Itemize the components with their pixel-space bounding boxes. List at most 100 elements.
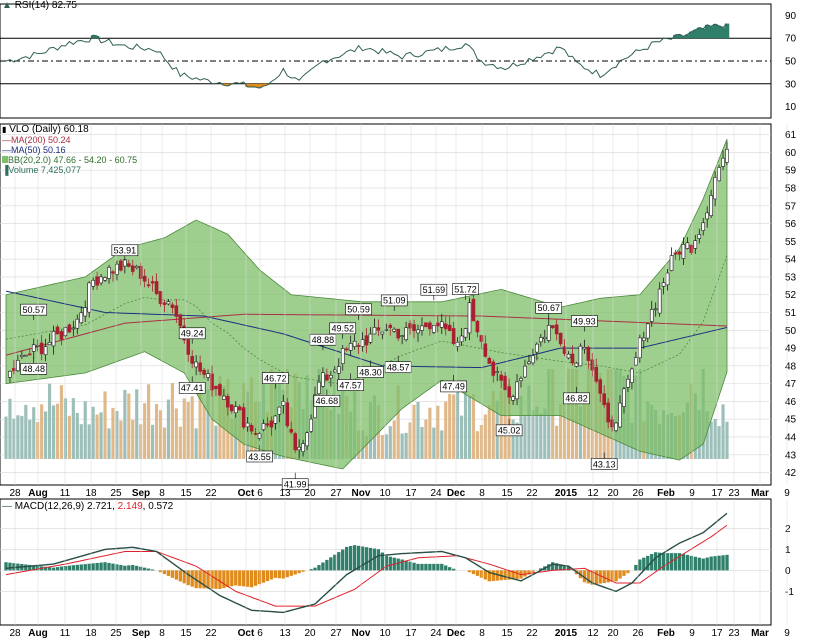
candle-body	[416, 329, 420, 334]
x-tick-label: 17	[405, 628, 417, 639]
candle-body	[119, 260, 123, 271]
volume-bar	[511, 419, 515, 459]
macd-histogram-bar	[253, 570, 258, 586]
rsi-tick-label: 10	[785, 102, 797, 113]
macd-histogram-bar	[618, 570, 622, 579]
annotation-box	[281, 478, 309, 491]
annotation-label: 51.72	[454, 284, 477, 294]
macd-histogram-bar	[713, 556, 717, 571]
candle-body	[142, 275, 147, 282]
macd-histogram-bar	[705, 557, 709, 571]
volume-bar	[440, 430, 444, 459]
macd-histogram-bar	[99, 562, 103, 571]
macd-histogram-bar	[547, 564, 551, 571]
volume-bar	[475, 431, 480, 459]
x-tick-label: 9	[689, 628, 695, 639]
macd-histogram-bar	[554, 563, 559, 571]
candle-body	[305, 432, 309, 447]
x-tick-label: 13	[279, 628, 291, 639]
volume-bar	[166, 399, 171, 459]
price-tick-label: 60	[785, 148, 797, 159]
ma50-line	[5, 290, 728, 369]
candle-body	[574, 362, 579, 367]
volume-bar	[115, 411, 119, 459]
price-tick-label: 48	[785, 361, 797, 372]
candle-body	[281, 401, 286, 406]
macd-histogram-bar	[368, 547, 373, 571]
candle-body	[325, 374, 329, 381]
candle-body	[725, 148, 729, 163]
macd-histogram-bar	[333, 554, 337, 571]
macd-histogram-bar	[677, 553, 682, 571]
rsi-tick-label: 70	[785, 34, 797, 45]
volume-bar	[404, 432, 408, 459]
price-tick-label: 53	[785, 272, 797, 283]
macd-histogram-bar	[190, 570, 194, 587]
x-tick-label: 9	[689, 488, 695, 499]
candle-body	[91, 279, 95, 287]
volume-bar	[178, 426, 182, 459]
candle-body	[443, 323, 448, 330]
price-tick-label: 42	[785, 468, 797, 479]
candle-body	[233, 406, 238, 414]
volume-bar	[408, 422, 412, 459]
candle-body	[95, 276, 99, 286]
macd-histogram-bar	[230, 570, 234, 587]
candle-body	[206, 373, 210, 378]
macd-histogram-bar	[8, 562, 12, 571]
candle-body	[649, 309, 654, 322]
rsi-legend-label: RSI(14) 82.75	[14, 0, 77, 11]
macd-histogram-bar	[590, 570, 594, 585]
volume-bar	[535, 406, 539, 459]
candle-body	[420, 325, 424, 331]
volume-bar	[543, 408, 547, 459]
volume-bar	[119, 420, 123, 459]
macd-histogram-bar	[245, 570, 250, 587]
candle-body	[705, 212, 709, 220]
volume-bar	[51, 405, 56, 459]
volume-bar	[527, 385, 531, 459]
candle-body	[594, 366, 599, 382]
macd-legend: — MACD(12,26,9) 2.721, 2.149, 0.572	[2, 501, 173, 512]
candle-body	[463, 328, 468, 338]
candle-body	[20, 354, 24, 358]
macd-histogram-bar	[321, 562, 325, 571]
price-tick-label: 49	[785, 344, 797, 355]
annotation-box	[20, 303, 48, 316]
volume-bar	[388, 426, 392, 459]
candle-body	[162, 302, 167, 305]
macd-histogram-bar	[551, 562, 555, 571]
candle-body	[301, 443, 305, 452]
volume-bar	[463, 384, 468, 459]
volume-bar	[87, 424, 91, 459]
candle-body	[582, 347, 587, 350]
candle-body	[471, 298, 476, 322]
candle-body	[154, 281, 159, 294]
macd-histogram-bar	[301, 570, 305, 572]
volume-bar	[75, 412, 79, 459]
macd-histogram-bar	[665, 553, 670, 571]
macd-legend-comma: ,	[112, 501, 118, 512]
macd-histogram-bar	[12, 563, 16, 571]
macd-histogram-bar	[43, 566, 48, 571]
macd-histogram-bar	[444, 565, 448, 571]
macd-histogram-bar	[79, 564, 83, 571]
candle-body	[8, 370, 12, 378]
candle-body	[602, 393, 606, 406]
candle-body	[107, 267, 111, 279]
macd-histogram-bar	[602, 570, 606, 584]
volume-bar	[713, 419, 717, 459]
x-tick-label: 9	[784, 628, 790, 639]
macd-histogram-bar	[424, 563, 428, 571]
candle-body	[348, 343, 353, 351]
candle-body	[709, 195, 713, 216]
macd-histogram-bar	[487, 570, 491, 582]
macd-histogram-bar	[725, 554, 729, 571]
candle-body	[35, 344, 40, 347]
macd-histogram-bar	[634, 564, 638, 571]
candle-body	[610, 419, 614, 428]
macd-histogram-bar	[265, 570, 270, 582]
x-tick-label: 8	[479, 488, 485, 499]
volume-bar	[79, 424, 83, 459]
candle-body	[511, 396, 515, 401]
